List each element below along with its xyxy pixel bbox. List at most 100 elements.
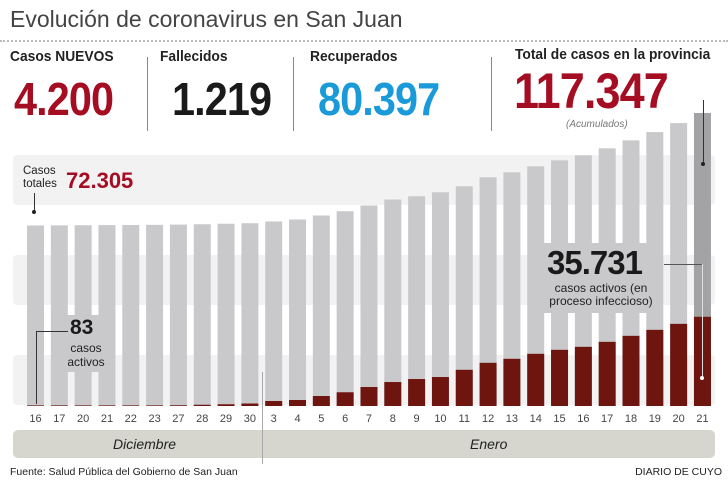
x-tick-label: 9: [414, 413, 420, 425]
x-tick-label: 28: [196, 413, 208, 425]
bar-active-cases: [217, 404, 235, 406]
x-tick-label: 19: [649, 413, 661, 425]
bar-total-cases: [169, 224, 187, 406]
leader-line: [664, 264, 702, 265]
active-start-label: casos activos: [62, 341, 110, 369]
x-tick-label: 7: [366, 413, 372, 425]
total-annotation-label: Casos totales: [23, 165, 57, 191]
bar-total-cases: [503, 172, 521, 406]
bar-active-cases: [312, 396, 330, 406]
annotation-backdrop: [539, 243, 663, 313]
bar-total-cases: [27, 225, 44, 406]
title-divider: [0, 40, 728, 42]
x-tick-label: 16: [29, 413, 41, 425]
bar-active-cases: [574, 346, 592, 406]
leader-dot: [701, 162, 705, 166]
stat-divider: [147, 57, 148, 131]
x-tick-label: 16: [577, 413, 589, 425]
bar-total-cases: [146, 224, 164, 406]
active-start-value: 83: [70, 316, 94, 339]
bar-active-cases: [360, 387, 378, 406]
bar-active-cases: [146, 405, 164, 406]
leader-line: [36, 331, 37, 404]
bar-total-cases: [289, 219, 307, 406]
stat-label-new: Casos NUEVOS: [10, 48, 114, 65]
active-end-value: 35.731: [547, 244, 643, 281]
bar-total-cases: [384, 199, 402, 406]
month-divider: [262, 372, 263, 464]
bar-total-cases: [336, 211, 354, 406]
active-start-line: casos: [70, 341, 102, 355]
bar-active-cases: [622, 335, 640, 406]
chart-title: Evolución de coronavirus en San Juan: [10, 6, 403, 32]
bar-total-cases: [360, 205, 378, 406]
bar-active-cases: [289, 400, 307, 406]
stat-divider: [293, 57, 294, 131]
leader-dot: [32, 210, 36, 214]
month-label-december: Diciembre: [113, 436, 177, 452]
bar-active-cases: [122, 405, 140, 406]
x-tick-label: 17: [53, 413, 65, 425]
bar-total-cases: [408, 196, 426, 406]
bar-active-cases: [241, 403, 259, 406]
bar-active-cases: [527, 353, 545, 406]
background-band: [13, 155, 715, 205]
x-tick-label: 14: [530, 413, 542, 425]
bar-total-cases: [50, 225, 68, 406]
bar-total-cases: [122, 224, 140, 406]
bar-total-cases: [312, 215, 330, 406]
month-label-january: Enero: [470, 436, 508, 452]
x-tick-label: 27: [172, 413, 184, 425]
total-label-line: totales: [23, 178, 57, 190]
x-tick-label: 20: [673, 413, 685, 425]
bar-active-cases: [551, 349, 569, 406]
active-end-line: casos activos (en: [554, 281, 648, 295]
x-tick-label: 10: [434, 413, 446, 425]
x-tick-label: 15: [553, 413, 565, 425]
x-tick-label: 4: [294, 413, 300, 425]
total-annotation-value: 72.305: [66, 168, 134, 193]
brand-credit: DIARIO DE CUYO: [635, 466, 722, 478]
leader-line: [36, 331, 68, 332]
x-tick-label: 3: [271, 413, 277, 425]
x-tick-label: 11: [459, 413, 470, 425]
bar-total-cases: [265, 221, 283, 406]
x-tick-label: 21: [696, 413, 708, 425]
x-tick-label: 30: [244, 413, 256, 425]
bar-total-cases: [241, 223, 259, 406]
bar-active-cases: [74, 405, 92, 406]
x-tick-label: 20: [77, 413, 89, 425]
x-tick-label: 13: [506, 413, 518, 425]
stat-value-deaths: 1.219: [172, 73, 272, 125]
bar-active-cases: [503, 358, 521, 406]
stat-divider: [491, 57, 492, 131]
x-tick-label: 12: [482, 413, 494, 425]
bar-active-cases: [193, 404, 211, 406]
source-note: Fuente: Salud Pública del Gobierno de Sa…: [10, 466, 238, 478]
bar-active-cases: [455, 369, 473, 406]
bar-total-cases: [479, 177, 497, 406]
bar-total-cases: [455, 186, 473, 406]
x-tick-label: 29: [220, 413, 232, 425]
x-tick-label: 6: [342, 413, 348, 425]
x-tick-label: 18: [625, 413, 637, 425]
stat-value-recovered: 80.397: [318, 73, 440, 125]
bar-active-cases: [598, 341, 616, 406]
bar-active-cases: [336, 392, 354, 406]
bar-active-cases: [479, 362, 497, 406]
bar-active-cases: [384, 382, 402, 406]
bar-total-cases: [431, 192, 449, 406]
bar-total-cases: [193, 224, 211, 406]
bar-active-cases: [670, 323, 688, 406]
x-tick-label: 8: [390, 413, 396, 425]
annotation-backdrop: [64, 315, 108, 372]
bar-active-cases: [169, 405, 187, 406]
active-end-line: proceso infeccioso): [549, 294, 653, 308]
stat-label-total: Total de casos en la provincia: [515, 46, 711, 63]
bar-active-cases: [50, 405, 68, 406]
x-tick-label: 22: [125, 413, 137, 425]
bar-total-cases: [527, 166, 545, 406]
stat-value-new: 4.200: [14, 73, 114, 125]
leader-line: [702, 264, 703, 378]
bar-active-cases: [431, 377, 449, 406]
